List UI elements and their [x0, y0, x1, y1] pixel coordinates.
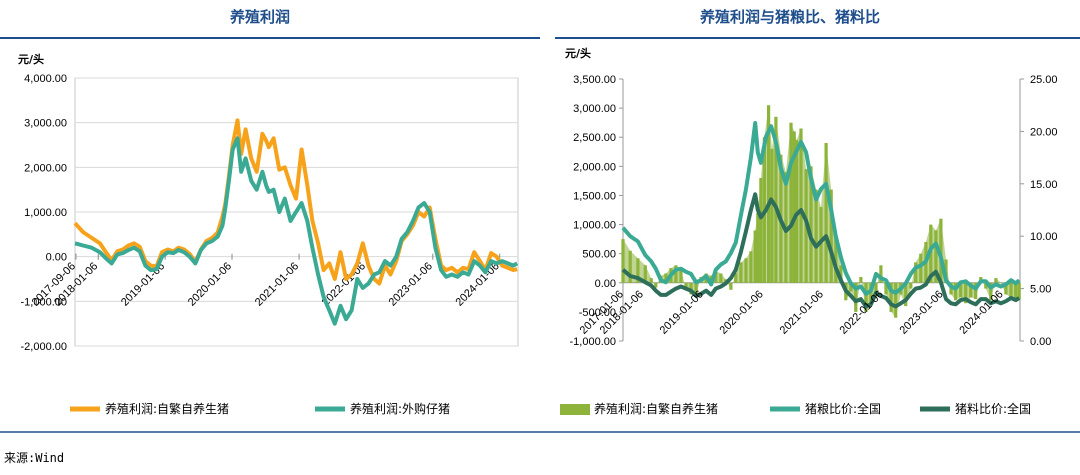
legend-ratios: 养殖利润:自繁自养生猪 猪粮比价:全国 猪料比价:全国: [560, 401, 1031, 416]
y-left-tick-label: 500.00: [582, 249, 616, 261]
y-tick-label: 3,000.00: [24, 118, 67, 130]
y-left-tick-label: 3,500.00: [573, 74, 616, 86]
legend-swatch-profit-bar: [560, 404, 590, 415]
y-left-tick-label: -1,000.00: [570, 336, 616, 348]
y-right-tick-label: 5.00: [1030, 284, 1051, 296]
x-tick-label: 2021-01-06: [778, 288, 826, 336]
legend-label-profit-bar: 养殖利润:自繁自养生猪: [594, 401, 718, 416]
y-tick-label: 4,000.00: [24, 73, 67, 85]
y-tick-label: -1,000.00: [21, 296, 67, 308]
y-left-tick-label: 2,000.00: [573, 161, 616, 173]
y-left-tick-label: 0.00: [595, 278, 616, 290]
y-unit-left-chart: 元/头: [18, 52, 44, 66]
y-tick-label: -2,000.00: [21, 341, 67, 353]
legend-label-bought-piglets: 养殖利润:外购仔猪: [350, 401, 450, 416]
profit-chart: 4,000.00 3,000.00 2,000.00 1,000.00 0.00 -1,0…: [21, 73, 519, 353]
y-tick-label: 2,000.00: [24, 162, 67, 174]
legend-label-feed-ratio: 猪料比价:全国: [955, 401, 1031, 416]
legend-profit: 养殖利润:自繁自养生猪 养殖利润:外购仔猪: [70, 401, 450, 416]
ratio-chart: 3,500.00 3,000.00 2,500.00 2,000.00 1,500.00…: [570, 74, 1058, 348]
y-right-tick-label: 20.00: [1030, 126, 1058, 138]
legend-label-grain-ratio: 猪粮比价:全国: [805, 401, 881, 416]
chart-title-ratios: 养殖利润与猪粮比、猪料比: [699, 8, 880, 26]
y-right-tick-label: 10.00: [1030, 231, 1058, 243]
source-note: 来源:Wind: [4, 451, 64, 465]
x-tick-label: 2020-01-06: [718, 288, 766, 336]
y-right-tick-label: 25.00: [1030, 74, 1058, 86]
y-left-tick-label: 2,500.00: [573, 132, 616, 144]
y-right-tick-label: 0.00: [1030, 336, 1051, 348]
series-line-grain-ratio: [621, 121, 1021, 296]
y-tick-label: 0.00: [46, 252, 67, 264]
series-line-feed-ratio: [621, 192, 1021, 309]
y-left-tick-label: 1,500.00: [573, 190, 616, 202]
legend-label-own-breeding: 养殖利润:自繁自养生猪: [105, 401, 229, 416]
y-left-tick-label: -500.00: [579, 307, 616, 319]
y-unit-right-chart: 元/头: [565, 46, 591, 60]
chart-title-profit: 养殖利润: [229, 8, 290, 26]
series-line-bought-piglets: [74, 136, 519, 326]
y-tick-label: 1,000.00: [24, 207, 67, 219]
y-right-tick-label: 15.00: [1030, 179, 1058, 191]
y-left-tick-label: 1,000.00: [573, 220, 616, 232]
y-left-tick-label: 3,000.00: [573, 103, 616, 115]
